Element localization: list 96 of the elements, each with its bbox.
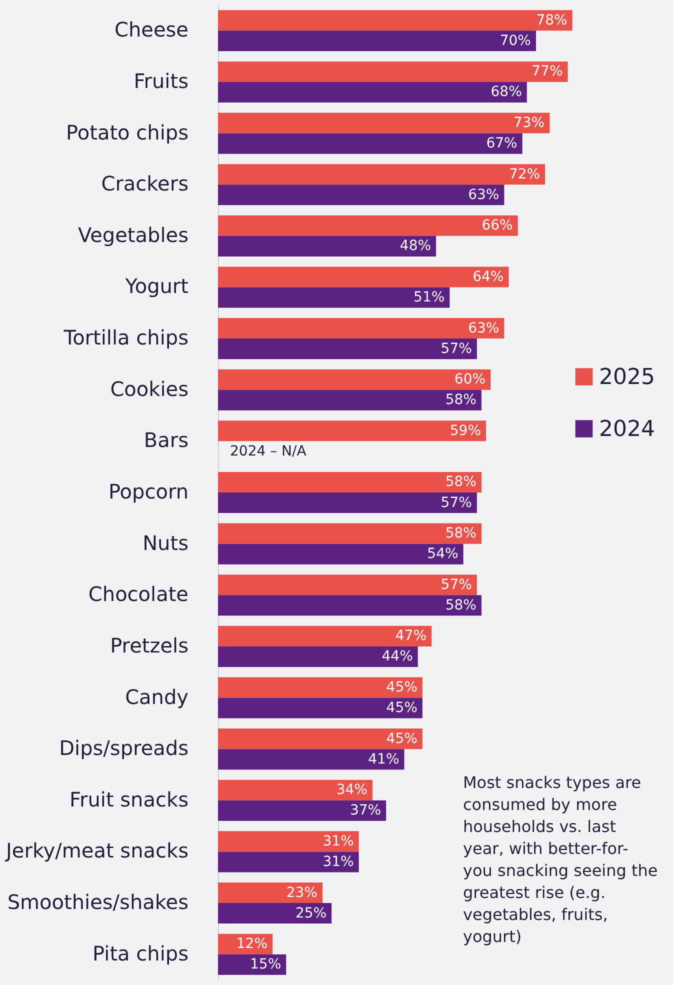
data-label: 64% [472,268,504,285]
data-label: 59% [450,422,482,439]
data-label: 31% [322,833,354,850]
bar [218,472,482,492]
bar [218,318,504,339]
y-tick-label: Fruit snacks [69,787,188,812]
y-tick-label: Pita chips [92,941,188,966]
data-label: 72% [508,166,540,182]
legend-label: 2025 [599,364,655,390]
data-label: 15% [250,956,282,973]
data-label: 31% [322,854,354,870]
bar [218,338,477,360]
y-tick-label: Vegetables [78,222,188,247]
bar [218,10,572,31]
data-label: 12% [236,936,268,952]
y-tick-label: Fruits [134,68,188,93]
bar [218,800,386,821]
bar [218,30,536,52]
y-tick-label: Bars [144,428,188,452]
data-label: 68% [490,84,522,100]
bar [218,266,509,288]
data-label: 70% [500,32,531,49]
y-tick-label: Jerky/meat snacks [4,838,188,863]
data-label: 73% [513,115,545,132]
bar [218,903,332,924]
y-tick-label: Yogurt [124,274,189,298]
y-tick-label: Dips/spreads [59,736,188,760]
y-tick-label: Pretzels [110,633,188,658]
data-label: 41% [368,751,400,768]
data-label: 45% [386,730,418,747]
data-label: 58% [445,474,476,490]
annotation: 2024 – N/A [230,443,307,460]
bar [218,677,422,698]
bar [218,164,546,185]
bar [218,646,418,667]
data-label: 57% [440,340,472,357]
bar [218,215,518,236]
bar [218,595,482,616]
y-tick-label: Chocolate [88,582,188,606]
bar [218,61,568,82]
bar [218,492,477,514]
bar [218,780,372,800]
data-label: 66% [482,218,513,234]
data-label: 77% [532,64,563,80]
data-label: 45% [386,680,418,696]
bar [218,133,522,154]
bar [218,698,422,718]
bar [218,184,504,206]
bar [218,112,550,134]
bar [218,728,422,750]
bar [218,544,464,564]
data-label: 48% [400,238,432,254]
annotation: Most snacks types are consumed by more households vs. last year, with better-for-you snacking seeing the greatest rise (e.g. vegetables, fruits, yogurt) [463,773,658,946]
data-label: 44% [382,648,413,665]
bar [218,287,450,308]
legend-label: 2024 [599,416,655,442]
bar [218,954,286,975]
bar [218,390,482,410]
y-tick-label: Tortilla chips [62,326,188,350]
bar [218,82,527,102]
data-label: 57% [440,576,472,593]
y-tick-label: Nuts [142,530,188,555]
data-label: 34% [336,782,368,798]
data-label: 45% [386,700,418,716]
data-label: 58% [445,597,476,614]
data-label: 63% [468,186,500,203]
y-tick-label: Crackers [101,172,188,196]
data-label: 58% [445,526,476,542]
data-label: 37% [350,802,382,819]
bar [218,882,322,904]
bar [218,236,436,256]
data-label: 23% [286,884,318,901]
y-tick-label: Popcorn [108,480,188,504]
bar [218,749,404,770]
data-label: 78% [536,12,568,28]
bar [218,420,486,442]
bar [218,831,359,852]
data-label: 67% [486,136,518,152]
bar [218,626,432,646]
y-tick-label: Potato chips [66,120,188,144]
data-label: 47% [395,628,427,644]
bar [218,523,482,544]
data-label: 25% [295,905,327,922]
data-label: 51% [414,290,445,306]
bar [218,369,491,390]
data-label: 63% [468,320,500,336]
data-label: 58% [445,392,476,408]
data-label: 60% [454,372,486,388]
bar [218,574,477,596]
y-tick-label: Cookies [110,376,188,401]
y-tick-label: Cheese [114,18,188,42]
data-label: 54% [427,546,458,562]
data-label: 57% [440,494,472,511]
bar [218,852,359,872]
y-tick-label: Smoothies/shakes [7,890,188,914]
y-tick-label: Candy [125,684,189,709]
